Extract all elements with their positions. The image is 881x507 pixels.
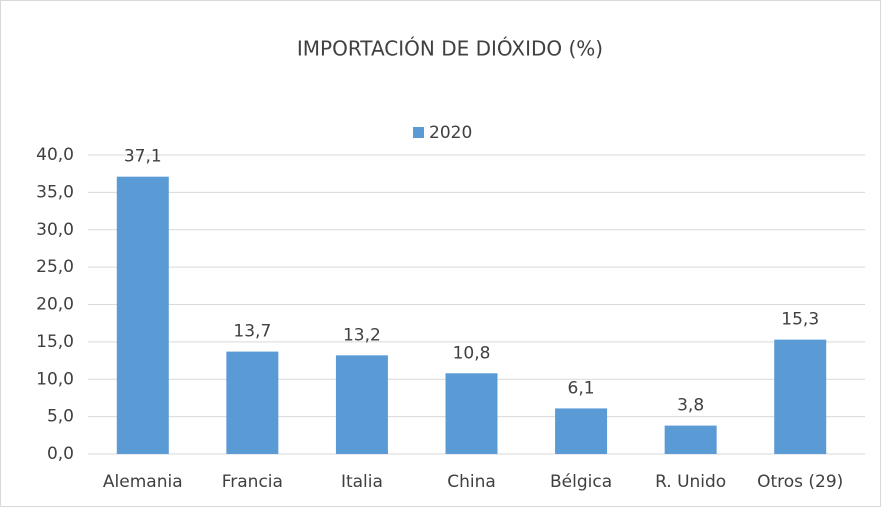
- y-tick-label: 10,0: [36, 369, 74, 389]
- y-tick-label: 5,0: [47, 407, 74, 427]
- chart-title: IMPORTACIÓN DE DIÓXIDO (%): [297, 37, 603, 61]
- x-tick-label: Francia: [222, 472, 283, 492]
- x-tick-label: Italia: [341, 472, 383, 492]
- bar: [116, 176, 169, 455]
- bar: [774, 339, 827, 454]
- y-tick-label: 35,0: [36, 182, 74, 202]
- data-label: 37,1: [124, 147, 162, 167]
- y-tick-label: 15,0: [36, 332, 74, 352]
- y-tick-label: 20,0: [36, 295, 74, 315]
- y-tick-label: 40,0: [36, 145, 74, 165]
- data-label: 6,1: [568, 378, 595, 398]
- x-tick-label: Otros (29): [757, 472, 843, 492]
- y-tick-label: 30,0: [36, 220, 74, 240]
- y-tick-label: 25,0: [36, 257, 74, 277]
- data-label: 13,7: [233, 322, 271, 342]
- x-tick-label: China: [447, 472, 496, 492]
- bar: [664, 425, 717, 454]
- bar: [445, 373, 498, 454]
- data-label: 15,3: [781, 310, 819, 330]
- x-tick-label: Alemania: [103, 472, 183, 492]
- x-tick-label: R. Unido: [655, 472, 726, 492]
- data-label: 3,8: [677, 396, 704, 416]
- y-tick-label: 0,0: [47, 444, 74, 464]
- bar: [335, 355, 388, 454]
- data-label: 13,2: [343, 325, 381, 345]
- data-label: 10,8: [453, 343, 491, 363]
- legend-swatch: [413, 127, 424, 138]
- bar: [555, 408, 608, 454]
- x-tick-label: Bélgica: [550, 472, 612, 492]
- bar: [226, 351, 279, 454]
- legend-label: 2020: [429, 123, 472, 143]
